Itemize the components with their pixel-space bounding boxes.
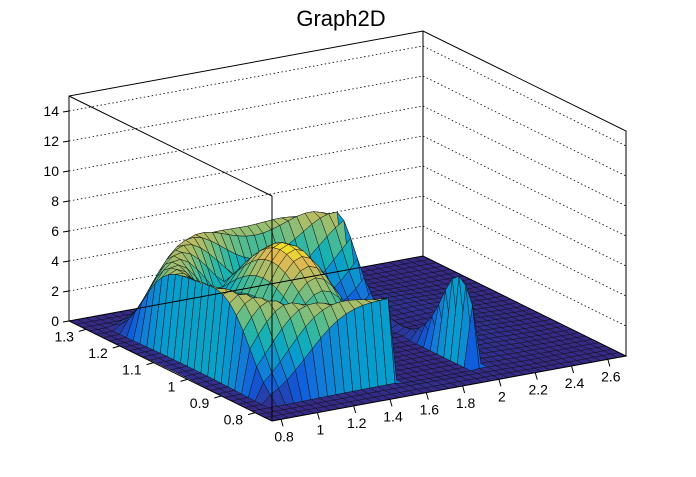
z-gridline	[68, 45, 627, 147]
tick-layer: 0 2 4 6 8 10 12 14 0.8 1 1.2 1.4 1.6 1.8 2 2.2 2.4 2.6 0.8…	[43, 103, 620, 444]
z-tick	[62, 110, 70, 113]
z-tick-label: 6	[51, 223, 59, 239]
y-tick	[78, 328, 87, 332]
x-tick-label: 2.6	[601, 368, 621, 384]
y-tick-label: 1.2	[88, 345, 108, 361]
z-gridline	[68, 135, 627, 237]
z-tick-label: 2	[51, 283, 59, 299]
z-tick	[62, 290, 70, 293]
x-tick-label: 2	[498, 388, 506, 404]
x-tick	[316, 412, 320, 420]
x-tick	[462, 385, 466, 394]
z-tick	[62, 170, 70, 173]
x-tick-label: 0.8	[274, 428, 294, 444]
y-tick	[180, 378, 188, 382]
z-tick-label: 4	[51, 253, 59, 269]
left-wall-top	[68, 95, 273, 197]
z-tick-label: 0	[51, 313, 59, 329]
x-tick	[425, 392, 429, 400]
y-tick	[146, 362, 154, 366]
x-tick	[607, 359, 611, 367]
z-tick	[62, 200, 70, 203]
y-tick	[247, 412, 256, 416]
y-tick-label: 0.8	[224, 412, 244, 428]
z-tick	[62, 140, 70, 143]
x-tick	[498, 379, 502, 387]
x-tick	[534, 372, 538, 380]
y-tick-label: 1	[168, 378, 176, 394]
z-tick-label: 12	[43, 133, 59, 149]
z-tick-label: 14	[43, 103, 59, 119]
z-tick-label: 10	[43, 163, 59, 179]
y-tick-label: 0.9	[190, 395, 210, 411]
x-tick-label: 1.2	[347, 415, 367, 431]
x-tick	[571, 365, 575, 374]
x-tick-label: 2.4	[565, 375, 585, 391]
x-tick-label: 2.2	[528, 382, 548, 398]
y-tick-label: 1.1	[122, 362, 142, 378]
chart-title: Graph2D	[296, 6, 385, 31]
surface-layer	[68, 211, 627, 422]
y-tick	[112, 345, 120, 349]
x-tick	[353, 405, 357, 414]
z-tick-label: 8	[51, 193, 59, 209]
z-tick	[62, 230, 70, 233]
y-tick	[214, 395, 222, 399]
x-tick-label: 1.4	[383, 408, 403, 424]
z-tick	[62, 260, 70, 263]
z-gridline	[68, 105, 627, 207]
x-tick-label: 1.8	[456, 395, 476, 411]
x-tick	[280, 419, 284, 427]
z-tick	[62, 320, 70, 323]
x-tick-label: 1	[316, 422, 324, 438]
x-tick	[389, 399, 393, 407]
x-tick-label: 1.6	[420, 402, 440, 418]
y-tick-label: 1.3	[54, 328, 74, 344]
z-gridline	[68, 75, 627, 177]
